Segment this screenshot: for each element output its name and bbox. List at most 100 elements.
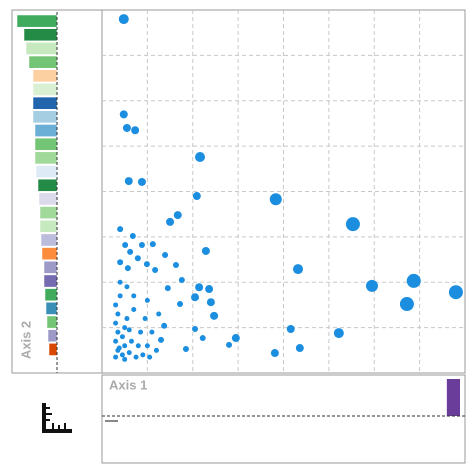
point [122,325,128,331]
margin-bar [46,315,58,329]
margin-bar [41,247,58,260]
point [138,242,145,249]
point [119,334,125,340]
point [144,297,150,303]
margin-bar [28,55,58,69]
point [293,264,304,275]
point [127,248,134,255]
point [131,293,137,299]
margin-bar [34,151,58,165]
point [117,259,124,266]
margin-bar [16,14,58,28]
point [164,285,171,292]
point [140,352,146,358]
point [131,306,137,312]
bottom-panel [101,374,466,464]
point [399,297,414,312]
point [126,327,132,333]
point [117,226,124,233]
point [345,217,360,232]
point [118,14,129,25]
point [133,354,139,360]
margin-bar [47,329,58,343]
tick [46,407,50,409]
point [191,293,200,302]
point [122,356,128,362]
point [161,322,168,329]
point [195,152,206,163]
point [152,266,159,273]
point [182,345,189,352]
margin-bar [25,42,58,55]
point [157,336,164,343]
point [129,232,136,239]
point [173,211,182,220]
point [231,334,240,343]
margin-bar [34,124,58,137]
ruler-h [42,429,72,433]
margin-bar [39,219,58,233]
point [448,285,463,300]
point [205,285,214,294]
point [269,193,282,206]
point [119,110,128,119]
point [115,311,121,317]
point [119,352,125,358]
point [126,350,132,356]
point [147,354,153,360]
point [113,320,119,326]
point [162,252,169,259]
point [113,338,119,344]
point [122,123,131,132]
point [226,341,233,348]
point [270,349,279,358]
point [333,328,344,339]
point [124,316,130,322]
point [149,241,156,248]
point [153,347,159,353]
ruler-icon[interactable] [42,403,72,433]
point [142,316,148,322]
point [128,338,134,344]
points [113,14,463,362]
margin-bar [32,83,58,96]
point [156,311,162,317]
point [206,298,215,307]
point [295,344,304,353]
point [192,325,199,332]
point [115,329,121,335]
y-margin [16,14,58,356]
point [192,192,201,201]
point [172,262,179,269]
point [131,126,140,135]
point [138,329,144,335]
x-margin [446,379,461,416]
margin-bar [32,96,58,110]
tick [58,425,60,429]
point [178,276,185,283]
tick [46,419,50,421]
point [124,177,133,186]
y-axis-label: Axis 2 [18,321,33,359]
point [149,329,155,335]
point [210,311,219,320]
point [122,343,128,349]
point [122,242,129,249]
point [124,284,130,290]
margin-bar [39,206,58,219]
tick [46,413,52,415]
point [144,343,150,349]
tick [64,423,66,429]
point [135,343,141,349]
point [137,177,146,186]
point [117,293,123,299]
point [124,265,131,272]
margin-bar [45,302,58,315]
margin-bar [35,165,58,178]
margin-bar [34,137,58,151]
margin-bar [32,110,58,124]
margin-bar [38,192,58,206]
margin-bar [23,28,58,42]
point [365,279,378,292]
